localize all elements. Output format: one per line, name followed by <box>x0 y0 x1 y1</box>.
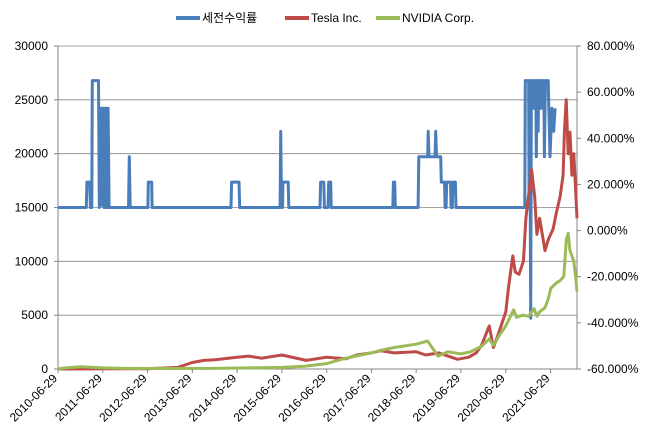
y-left-tick-label: 30000 <box>15 39 49 53</box>
y-left-tick-label: 10000 <box>15 254 49 268</box>
y-right-tick-label: 60.000% <box>587 85 635 99</box>
y-left-tick-label: 0 <box>41 362 48 376</box>
series-layer <box>57 79 579 371</box>
legend-label: NVIDIA Corp. <box>402 11 474 25</box>
series-line-3 <box>57 231 579 371</box>
y-right-tick-label: 40.000% <box>587 131 635 145</box>
series-line-1 <box>58 79 557 320</box>
x-tick-label: 2021-06-29 <box>499 371 553 425</box>
y-left-tick-label: 25000 <box>15 93 49 107</box>
y-left-tick-label: 5000 <box>21 308 48 322</box>
gridlines <box>58 45 577 316</box>
x-tick-label: 2010-06-29 <box>7 371 61 425</box>
legend: 세전수익률 Tesla Inc. NVIDIA Corp. <box>176 11 474 25</box>
y-axis-right: -60.000% -40.000% -20.000% 0.000% 20.000% 40.… <box>577 39 639 376</box>
series-line-2 <box>57 98 579 371</box>
y-right-tick-label: 0.000% <box>587 224 628 238</box>
y-right-tick-label: 20.000% <box>587 177 635 191</box>
y-left-tick-label: 15000 <box>15 201 49 215</box>
y-left-tick-label: 20000 <box>15 147 49 161</box>
legend-label: 세전수익률 <box>202 11 257 25</box>
legend-label: Tesla Inc. <box>311 11 362 25</box>
y-axis-left: 0 5000 10000 15000 20000 25000 30000 <box>15 39 58 376</box>
y-right-tick-label: -20.000% <box>587 270 639 284</box>
y-right-tick-label: -60.000% <box>587 362 639 376</box>
y-right-tick-label: -40.000% <box>587 316 639 330</box>
y-right-tick-label: 80.000% <box>587 39 635 53</box>
x-axis: 2010-06-292011-06-292012-06-292013-06-29… <box>7 369 553 425</box>
